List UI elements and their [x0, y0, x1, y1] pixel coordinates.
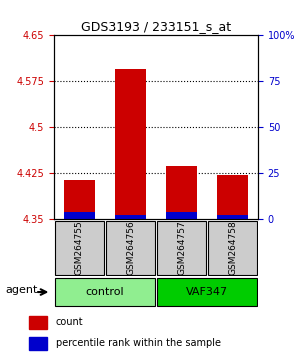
Title: GDS3193 / 233151_s_at: GDS3193 / 233151_s_at [81, 20, 231, 33]
FancyBboxPatch shape [208, 221, 257, 275]
Text: agent: agent [5, 285, 38, 296]
Bar [28, 337, 47, 350]
Bar [217, 215, 248, 219]
Text: control: control [86, 287, 124, 297]
Text: VAF347: VAF347 [186, 287, 228, 297]
Text: GSM264756: GSM264756 [126, 221, 135, 275]
Bar [28, 316, 47, 329]
Text: GSM264758: GSM264758 [228, 221, 237, 275]
FancyBboxPatch shape [157, 278, 257, 306]
Bar [217, 175, 248, 219]
FancyBboxPatch shape [157, 221, 206, 275]
FancyBboxPatch shape [55, 278, 155, 306]
Text: GSM264755: GSM264755 [75, 221, 84, 275]
Bar [64, 212, 95, 219]
Bar [166, 166, 197, 219]
Bar [64, 179, 95, 219]
Bar [115, 215, 146, 219]
Text: percentile rank within the sample: percentile rank within the sample [56, 338, 220, 348]
FancyBboxPatch shape [106, 221, 155, 275]
FancyBboxPatch shape [55, 221, 104, 275]
Text: GSM264757: GSM264757 [177, 221, 186, 275]
Bar [166, 212, 197, 219]
Bar [115, 69, 146, 219]
Text: count: count [56, 317, 83, 327]
